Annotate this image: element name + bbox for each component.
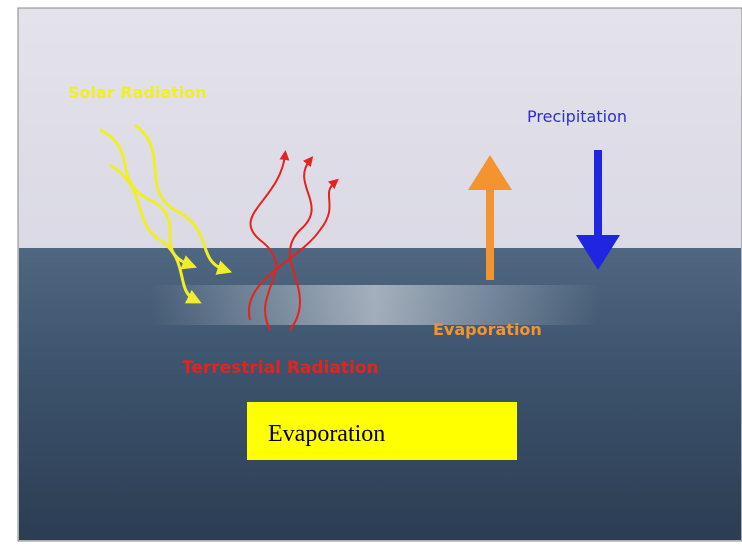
caption: Evaporation: [268, 421, 385, 447]
page: body { margin: 0; width: 742px; height: …: [0, 0, 742, 547]
solar-label: Solar Radiation: [68, 83, 207, 102]
page-body: {"labels": {"solar": "Solar Radiation", …: [0, 0, 742, 547]
precipitation-label: Precipitation: [527, 107, 627, 126]
sun-glint: [150, 285, 600, 325]
evaporation-label: Evaporation: [433, 320, 542, 339]
terrestrial-label: Terrestrial Radiation: [182, 358, 379, 378]
slide: Solar Radiation Precipitation Evaporatio…: [0, 0, 742, 547]
